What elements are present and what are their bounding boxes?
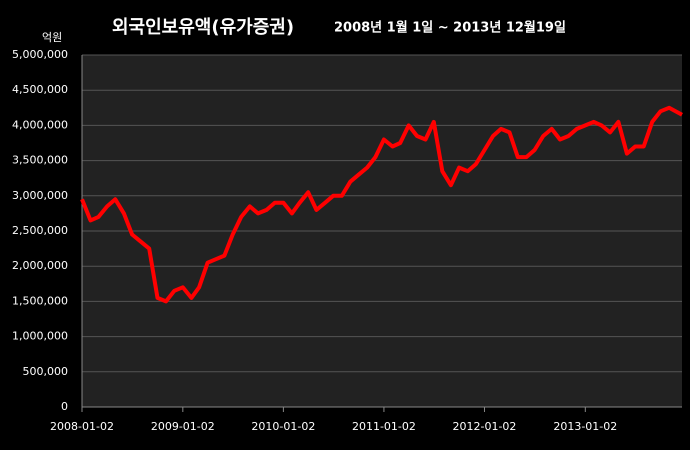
y-tick-label: 0 xyxy=(61,400,68,413)
x-tick-label: 2012-01-02 xyxy=(453,420,517,433)
x-tick-label: 2013-01-02 xyxy=(553,420,617,433)
y-tick-label: 2,500,000 xyxy=(12,224,68,237)
y-tick-label: 1,500,000 xyxy=(12,294,68,307)
data-line xyxy=(80,105,683,304)
y-tick-label: 5,000,000 xyxy=(12,48,68,61)
x-tick-label: 2011-01-02 xyxy=(352,420,416,433)
y-tick-label: 500,000 xyxy=(23,365,69,378)
y-tick-label: 3,000,000 xyxy=(12,189,68,202)
x-tick-label: 2008-01-02 xyxy=(50,420,114,433)
x-tick-label: 2010-01-02 xyxy=(251,420,315,433)
y-unit: 억원 xyxy=(42,31,62,44)
y-tick-label: 4,500,000 xyxy=(12,83,68,96)
chart-title: 외국인보유액(유가증권) xyxy=(112,17,294,38)
chart-subtitle: 2008년 1월 1일 ~ 2013년 12월19일 xyxy=(334,20,566,36)
y-tick-label: 4,000,000 xyxy=(12,118,68,131)
y-tick-label: 2,000,000 xyxy=(12,259,68,272)
y-tick-label: 3,500,000 xyxy=(12,154,68,167)
x-tick-label: 2009-01-02 xyxy=(151,420,215,433)
y-tick-label: 1,000,000 xyxy=(12,330,68,343)
